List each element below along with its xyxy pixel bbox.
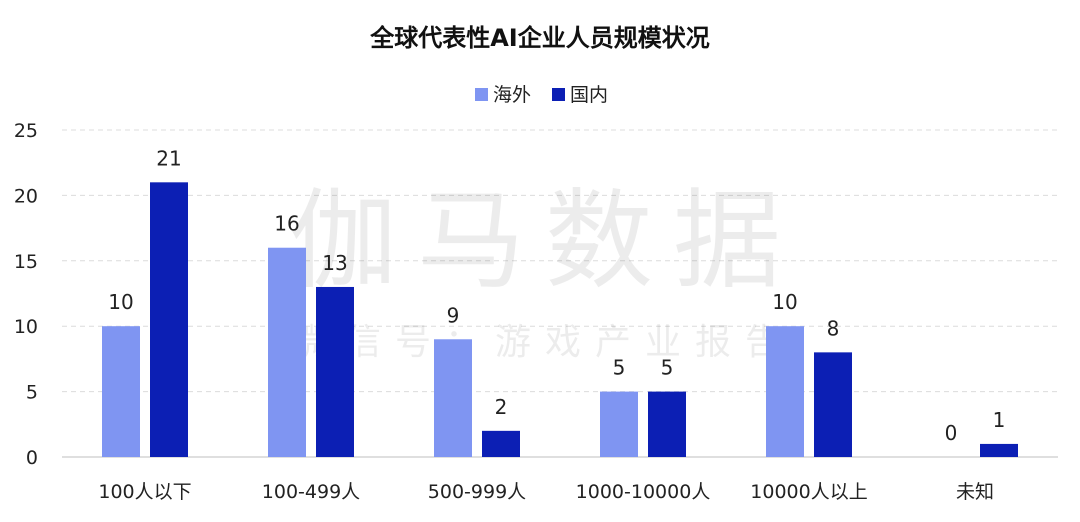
x-tick-label: 1000-10000人 xyxy=(576,481,711,503)
data-label: 13 xyxy=(322,251,347,275)
bar-domestic xyxy=(482,430,520,457)
data-labels: 10 21 16 13 9 2 5 5 10 8 0 1 xyxy=(108,146,1005,445)
data-label: 5 xyxy=(613,356,626,380)
y-tick-label: 10 xyxy=(14,316,38,338)
x-tick-label: 100-499人 xyxy=(262,481,360,503)
data-label: 21 xyxy=(156,146,181,170)
y-tick-label: 0 xyxy=(26,447,38,469)
legend-swatch-domestic xyxy=(552,88,565,101)
bar-domestic xyxy=(316,286,354,457)
watermark: 伽马数据 微信号：游戏产业报告 xyxy=(289,179,801,363)
x-tick-label: 500-999人 xyxy=(428,481,526,503)
data-label: 5 xyxy=(661,356,674,380)
y-tick-label: 5 xyxy=(26,382,38,404)
data-label: 16 xyxy=(274,212,299,236)
bar-domestic xyxy=(150,182,188,457)
bar-overseas xyxy=(102,326,140,457)
x-tick-label: 100人以下 xyxy=(98,481,191,503)
data-label: 2 xyxy=(495,395,508,419)
bar-overseas xyxy=(268,247,306,457)
y-tick-label: 15 xyxy=(14,251,38,273)
x-tick-label: 未知 xyxy=(956,481,994,503)
bar-overseas xyxy=(766,326,804,457)
legend-label-overseas: 海外 xyxy=(493,84,531,106)
gridlines xyxy=(62,129,1058,458)
data-label: 9 xyxy=(447,303,460,327)
bars xyxy=(102,182,1018,457)
bar-domestic xyxy=(814,352,852,457)
x-axis: 100人以下 100-499人 500-999人 1000-10000人 10000人以… xyxy=(98,481,994,503)
y-tick-label: 20 xyxy=(14,185,38,207)
bar-overseas xyxy=(600,391,638,457)
data-label: 8 xyxy=(827,316,840,340)
x-tick-label: 10000人以上 xyxy=(750,481,867,503)
bar-domestic xyxy=(648,391,686,457)
data-label: 1 xyxy=(993,408,1006,432)
watermark-sub: 微信号：游戏产业报告 xyxy=(295,322,795,363)
bar-overseas xyxy=(434,339,472,457)
legend-swatch-overseas xyxy=(475,88,488,101)
legend: 海外 国内 xyxy=(475,84,608,106)
y-axis: 0 5 10 15 20 25 xyxy=(14,120,38,469)
watermark-main: 伽马数据 xyxy=(289,179,801,304)
y-tick-label: 25 xyxy=(14,120,38,142)
data-label: 0 xyxy=(945,421,958,445)
bar-domestic xyxy=(980,443,1018,457)
data-label: 10 xyxy=(772,290,797,314)
chart-title: 全球代表性AI企业人员规模状况 xyxy=(369,24,710,52)
data-label: 10 xyxy=(108,290,133,314)
legend-label-domestic: 国内 xyxy=(570,84,608,106)
